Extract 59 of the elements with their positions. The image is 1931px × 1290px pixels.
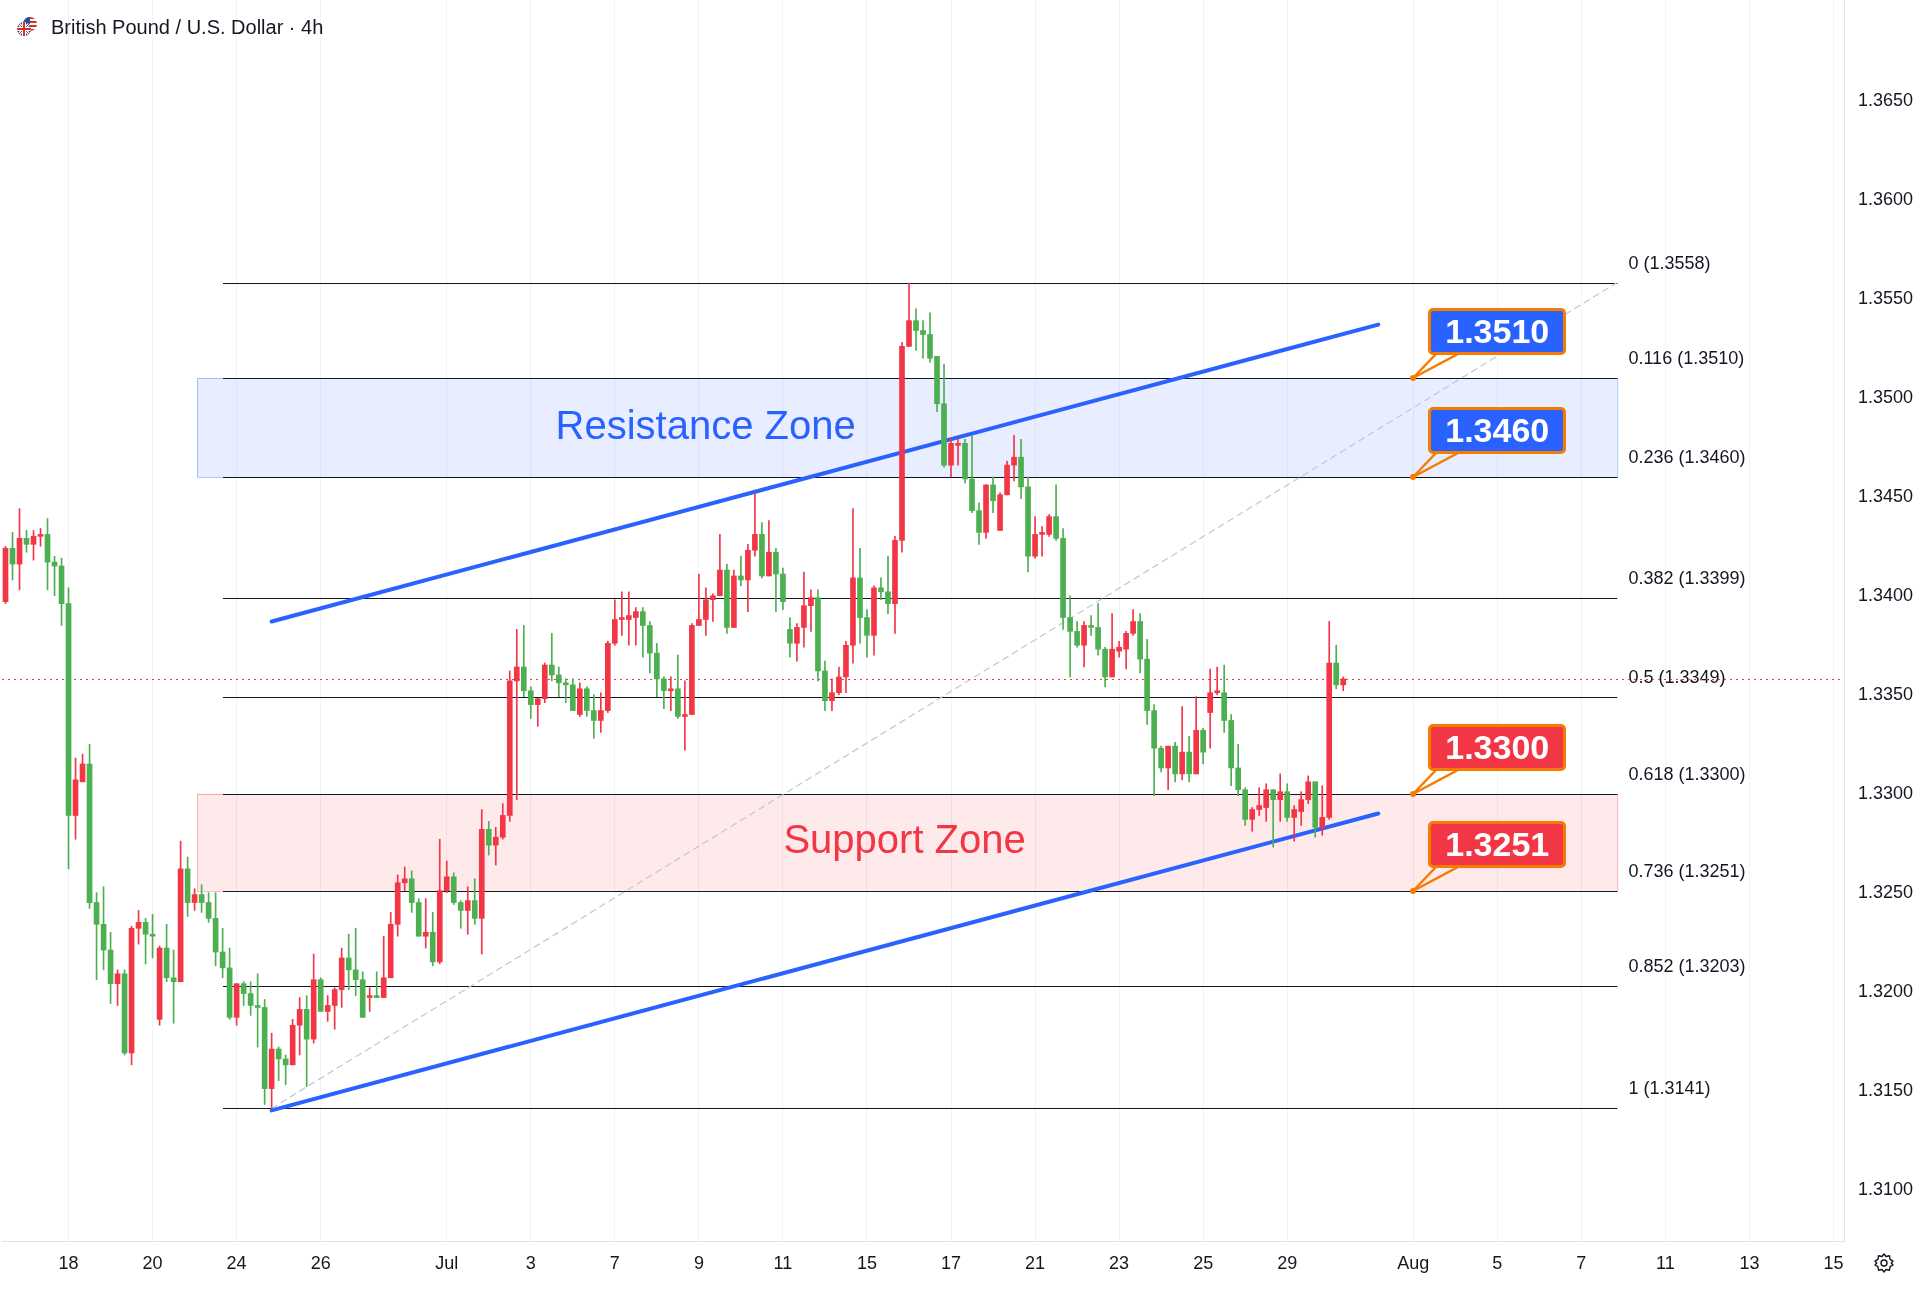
- ref-line-label: 0.852 (1.3203): [1628, 956, 1746, 977]
- y-tick-label: 1.3200: [1858, 980, 1914, 1001]
- annotation: 1.3251: [1444, 823, 1551, 865]
- x-tick-label: 3: [525, 1252, 536, 1273]
- x-tick-label: 7: [609, 1252, 620, 1273]
- ref-line-label: 1 (1.3141): [1628, 1078, 1711, 1099]
- candlestick: [1270, 789, 1277, 848]
- x-tick-label: 13: [1739, 1252, 1760, 1273]
- candlestick: [738, 555, 744, 587]
- candlestick: [548, 633, 555, 682]
- ref-line-label: 0.382 (1.3399): [1628, 568, 1746, 589]
- y-tick-label: 1.3500: [1858, 386, 1914, 407]
- x-tick-label: 17: [941, 1252, 962, 1273]
- y-tick-label: 1.3400: [1858, 584, 1914, 605]
- x-tick-label: Aug: [1397, 1252, 1430, 1273]
- x-tick-label: 20: [142, 1252, 163, 1273]
- y-tick-label: 1.3550: [1858, 287, 1914, 308]
- x-tick-label: 21: [1025, 1252, 1046, 1273]
- ref-line-label: 0.5 (1.3349): [1628, 667, 1726, 688]
- x-tick-label: Jul: [435, 1252, 459, 1273]
- x-tick-label: 18: [58, 1252, 79, 1273]
- x-tick-label: 15: [856, 1252, 877, 1273]
- text: British Pound / U.S. Dollar · 4h: [51, 15, 324, 39]
- candlestick: [1011, 435, 1017, 482]
- x-tick-label: 11: [1656, 1252, 1675, 1273]
- x-tick-label: 25: [1193, 1252, 1214, 1273]
- ref-line-label: 0.236 (1.3460): [1628, 447, 1746, 468]
- x-tick-label: 5: [1492, 1252, 1503, 1273]
- y-tick-label: 1.3650: [1858, 89, 1914, 110]
- y-tick-label: 1.3300: [1858, 782, 1914, 803]
- band-label: Resistance Zone: [555, 402, 856, 447]
- annotation: 1.3460: [1444, 410, 1551, 451]
- annotation: 1.3510: [1444, 311, 1551, 353]
- candlestick: [373, 971, 380, 998]
- x-tick-label: 26: [310, 1252, 331, 1273]
- x-tick-label: 15: [1823, 1252, 1844, 1273]
- y-tick-label: 1.3350: [1858, 683, 1914, 704]
- candlestick: [345, 933, 352, 990]
- y-tick-label: 1.3250: [1858, 881, 1914, 902]
- x-tick-label: 29: [1277, 1252, 1298, 1273]
- candlestick: [422, 898, 429, 949]
- ref-line-label: 0 (1.3558): [1628, 253, 1711, 274]
- ref-line-label: 0.618 (1.3300): [1628, 764, 1746, 785]
- candlestick: [366, 987, 373, 1012]
- y-tick-label: 1.3150: [1858, 1079, 1914, 1100]
- x-tick-label: 24: [226, 1252, 247, 1273]
- x-tick-label: 7: [1576, 1252, 1587, 1273]
- x-tick-label: 11: [773, 1252, 793, 1273]
- candlestick: [464, 886, 471, 935]
- candlestick: [1277, 773, 1284, 822]
- y-tick-label: 1.3600: [1858, 188, 1914, 209]
- ref-line-label: 0.116 (1.3510): [1628, 348, 1745, 369]
- x-tick-label: 23: [1109, 1252, 1130, 1273]
- annotation: 1.3300: [1444, 726, 1551, 768]
- y-tick-label: 1.3450: [1858, 485, 1914, 506]
- band-label: Support Zone: [783, 817, 1026, 862]
- ref-line-label: 0.736 (1.3251): [1628, 861, 1746, 882]
- y-tick-label: 1.3100: [1858, 1178, 1914, 1199]
- x-tick-label: 9: [693, 1252, 704, 1273]
